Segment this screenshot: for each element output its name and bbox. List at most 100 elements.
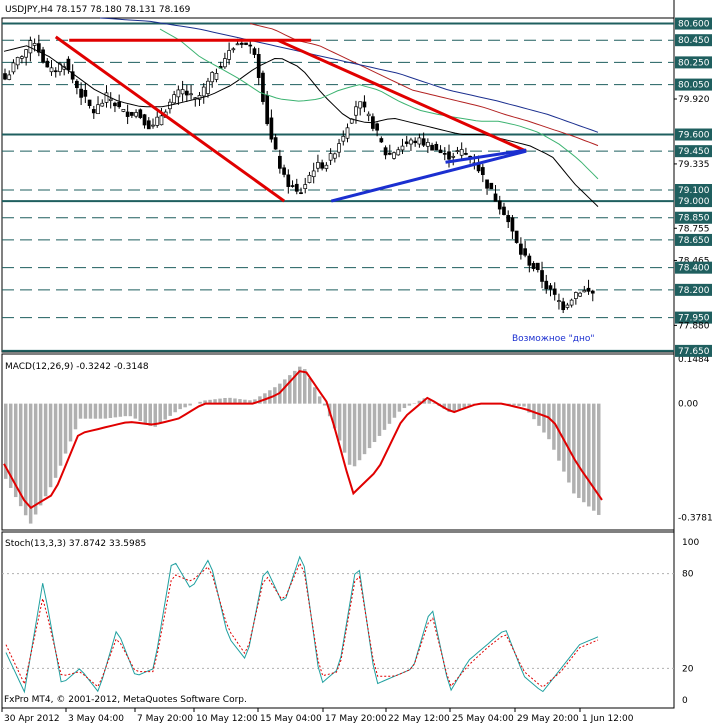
stochastic-indicator: 100 80 20 0 [2, 538, 699, 706]
candle-body [299, 192, 303, 194]
candle-body [180, 89, 185, 95]
macd-histogram-bar [153, 403, 157, 427]
candle-body [20, 56, 24, 59]
macd-histogram-bar [78, 403, 83, 419]
macd-histogram-bar [233, 398, 237, 404]
candle-body [544, 280, 549, 290]
price-label: 79.100 [678, 186, 710, 196]
macd-histogram-bar [208, 399, 212, 404]
candle-body [172, 94, 176, 104]
candle-body [485, 179, 489, 189]
candle-body [459, 149, 464, 156]
price-label-box [675, 78, 712, 91]
macd-histogram-bar [88, 403, 93, 419]
candle-body [134, 112, 138, 117]
trendline-4[interactable] [445, 148, 527, 164]
macd-histogram-bar [113, 403, 118, 418]
macd-histogram-bar [317, 396, 322, 404]
macd-histogram-bar [577, 403, 581, 498]
trendline-0[interactable] [54, 35, 286, 203]
candlestick-series [3, 34, 595, 314]
candle-body [155, 116, 160, 126]
macd-histogram-bar [68, 403, 73, 442]
candle-body [11, 62, 16, 73]
candle-body [523, 248, 527, 256]
candle-body [32, 43, 37, 46]
candle-body [239, 42, 244, 45]
macd-histogram-bar [457, 403, 461, 410]
macd-histogram-bar [73, 403, 78, 430]
chart-background [1, 0, 675, 709]
price-label: 77.650 [678, 347, 710, 357]
macd-histogram-bar [188, 403, 192, 406]
macd-histogram-bar [367, 403, 372, 449]
macd-histogram-bar [322, 403, 327, 406]
price-label-box [675, 211, 712, 224]
trendline-3[interactable] [330, 149, 527, 203]
price-label-box [675, 195, 712, 208]
price-label-box [675, 56, 712, 69]
candle-body [91, 109, 96, 114]
candle-body [235, 43, 240, 46]
time-label: 3 May 04:00 [68, 714, 124, 724]
candle-body [375, 123, 379, 131]
candle-body [442, 152, 447, 155]
price-label-box [675, 283, 712, 296]
candle-body [24, 49, 28, 58]
candle-body [96, 104, 100, 115]
trendlines[interactable] [54, 35, 527, 203]
macd-histogram-bar [43, 403, 48, 497]
candle-body [328, 153, 333, 161]
candle-body [493, 193, 498, 202]
price-label: 80.250 [678, 58, 710, 68]
macd-histogram-bar [168, 403, 172, 416]
price-label: 80.600 [678, 20, 710, 30]
price-label-box [675, 145, 712, 158]
time-label: 7 May 20:00 [137, 714, 193, 724]
price-label: 78.755 [678, 224, 710, 234]
candle-body [392, 152, 396, 159]
candle-body [248, 44, 253, 47]
macd-histogram-bar [123, 403, 128, 417]
candle-body [100, 102, 105, 107]
price-label: 79.000 [678, 197, 710, 207]
macd-histogram-bar [198, 401, 202, 404]
price-label: 78.200 [678, 286, 710, 296]
candle-body [316, 162, 320, 169]
candle-body [574, 292, 578, 299]
time-label: 1 Jun 12:00 [582, 714, 634, 724]
macd-histogram-bar [83, 403, 88, 419]
macd-histogram-bar [312, 387, 317, 404]
candle-body [464, 153, 468, 155]
macd-histogram-bar [462, 403, 466, 408]
price-label: 79.335 [678, 160, 710, 170]
macd-histogram-bar [58, 403, 63, 466]
candle-body [430, 144, 434, 151]
candle-body [341, 135, 346, 142]
macd-signal-line [3, 370, 603, 510]
panel-frame-2 [1, 531, 675, 709]
macd-histogram-bar [337, 403, 342, 441]
candle-body [320, 162, 324, 169]
macd-histogram-bar [517, 403, 521, 406]
price-label: 78.465 [678, 256, 710, 266]
candle-body [417, 137, 422, 145]
macd-histogram-bar [572, 403, 576, 494]
candle-body [510, 217, 515, 232]
trendline-2[interactable] [276, 38, 527, 153]
price-axis: 80.600 80.450 80.250 80.050 79.920 79.600 79.4… [1, 17, 712, 724]
macd-histogram-bar [98, 403, 103, 419]
candle-body [282, 167, 286, 175]
candle-body [45, 60, 50, 68]
candle-body [227, 50, 231, 60]
macd-histogram-bar [298, 366, 302, 404]
macd-histogram-bar [352, 403, 357, 467]
candle-body [176, 89, 181, 98]
price-label: 77.950 [678, 314, 710, 324]
candle-body [514, 230, 519, 243]
candle-body [231, 48, 236, 51]
macd-histogram-bar [223, 398, 227, 404]
stoch-axis-label: 100 [682, 538, 699, 548]
candle-body [278, 155, 282, 169]
macd-histogram-bar [108, 403, 113, 418]
